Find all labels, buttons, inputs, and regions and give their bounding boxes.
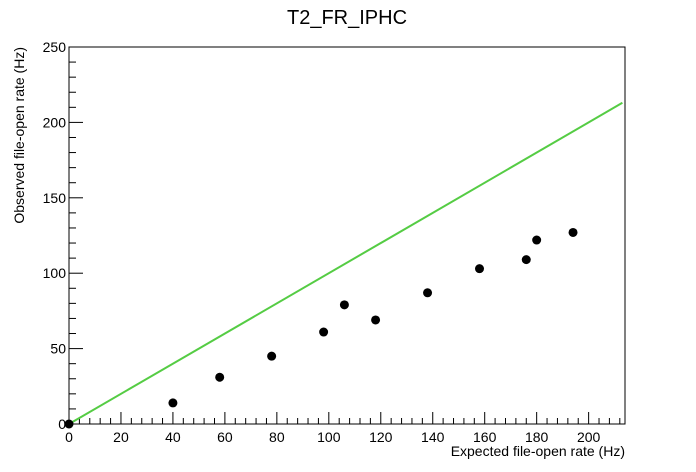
x-axis-label: Expected file-open rate (Hz)	[451, 443, 625, 459]
y-tick-label: 250	[43, 39, 67, 55]
x-tick-label: 140	[421, 429, 445, 445]
chart-title: T2_FR_IPHC	[287, 7, 407, 29]
x-tick-label: 180	[525, 429, 549, 445]
x-tick-label: 40	[165, 429, 181, 445]
data-point	[371, 315, 381, 325]
data-point	[568, 227, 578, 237]
data-point	[475, 264, 485, 274]
plot-area	[64, 101, 623, 429]
x-tick-label: 80	[269, 429, 285, 445]
plot-frame	[68, 46, 626, 425]
data-point	[215, 372, 225, 382]
x-tick-label: 100	[317, 429, 341, 445]
data-point	[521, 255, 531, 265]
y-tick-label: 50	[50, 341, 66, 357]
x-tick-label: 20	[113, 429, 129, 445]
data-point	[423, 288, 433, 298]
data-point	[64, 419, 74, 429]
axes: 0 20 40 60 80 100 120 140 160 180 200 0 50 100 150 200 2…	[43, 39, 621, 445]
x-tick-label: 60	[217, 429, 233, 445]
reference-line	[68, 101, 623, 425]
x-tick-label: 120	[369, 429, 393, 445]
y-axis-label: Observed file-open rate (Hz)	[11, 47, 27, 224]
y-tick-label: 0	[58, 416, 66, 432]
y-tick-label: 150	[43, 190, 67, 206]
data-point	[168, 398, 178, 408]
x-tick-label: 160	[473, 429, 497, 445]
y-tick-label: 200	[43, 114, 67, 130]
data-point	[319, 327, 329, 337]
y-tick-label: 100	[43, 265, 67, 281]
data-point	[339, 300, 349, 310]
data-point	[532, 235, 542, 245]
x-tick-label: 200	[577, 429, 601, 445]
data-point	[267, 351, 277, 361]
x-tick-label: 0	[65, 429, 73, 445]
